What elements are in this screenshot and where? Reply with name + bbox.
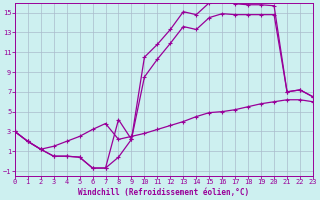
X-axis label: Windchill (Refroidissement éolien,°C): Windchill (Refroidissement éolien,°C) [78,188,249,197]
